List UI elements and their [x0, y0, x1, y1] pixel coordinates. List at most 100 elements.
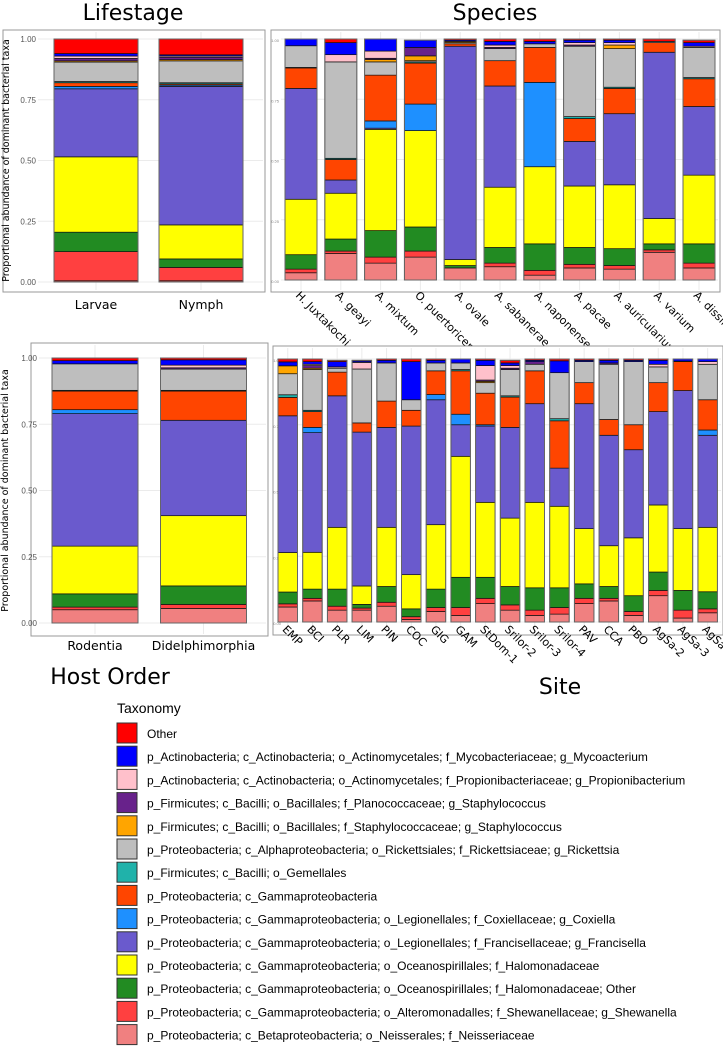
bar-segment [563, 247, 596, 265]
legend-item: Other [116, 722, 177, 744]
bar-segment [623, 615, 644, 623]
bar-segment [284, 198, 318, 256]
bar-segment [697, 361, 718, 365]
bar-outline [450, 358, 471, 623]
bar-segment [623, 449, 644, 539]
bar-segment [376, 586, 397, 603]
bar-segment [327, 371, 348, 397]
bar-segment [450, 358, 471, 364]
bar-segment [277, 415, 298, 553]
bar-segment [475, 597, 496, 604]
legend-swatch [116, 931, 138, 953]
bar-segment [302, 365, 323, 369]
bar-outline [563, 38, 597, 281]
bar-segment [574, 382, 595, 405]
legend-item: p_Proteobacteria; c_Alphaproteobacteria;… [116, 838, 620, 860]
bar-segment [160, 390, 247, 421]
y-tick-label: 0.75 [20, 96, 36, 105]
bar-segment [603, 48, 636, 88]
bar-segment [160, 419, 247, 517]
legend-swatch [116, 954, 138, 976]
legend-swatch [116, 838, 138, 860]
bar-segment [53, 156, 139, 233]
bar-segment [327, 361, 348, 368]
bar-segment [574, 603, 595, 623]
bar-segment [158, 224, 244, 260]
bar-segment [623, 611, 644, 616]
bar-segment [443, 265, 477, 269]
bar-segment [324, 42, 358, 56]
bar-segment [672, 609, 694, 619]
legend-label: p_Proteobacteria; c_Gammaproteobacteria [147, 889, 377, 903]
bar-segment [404, 130, 437, 228]
bar-stack-agsa-3 [672, 358, 694, 623]
bar-segment [404, 226, 437, 252]
bar-segment [450, 424, 471, 457]
bar-segment [443, 267, 477, 281]
bar-segment [642, 51, 676, 219]
bar-segment [425, 362, 447, 372]
bar-segment [443, 259, 477, 266]
panel-host-order: 0.00 0.25 0.50 0.75 1.00 Rodentia Didelphimorp… [0, 342, 269, 690]
bar-outline [524, 358, 545, 623]
bar-segment [425, 611, 447, 623]
bar-stack-srilor-2 [499, 359, 521, 623]
bar-outline [324, 38, 358, 281]
bar-segment [682, 174, 716, 245]
bar-segment [598, 363, 619, 420]
bar-segment [443, 45, 477, 260]
bar-segment [53, 82, 139, 87]
bar-segment [523, 270, 557, 276]
panel-title: Lifestage [83, 1, 184, 26]
bar-segment [483, 262, 517, 268]
bar-stack-a-geayi [324, 38, 358, 281]
bar-segment [523, 43, 557, 48]
x-tick-label: Nymph [179, 297, 224, 312]
bar-segment [277, 361, 298, 367]
bar-segment [53, 55, 139, 59]
bar-segment [364, 256, 397, 264]
bar-segment [524, 609, 545, 616]
legend-swatch [116, 792, 138, 814]
bar-segment [623, 424, 644, 451]
bar-segment [549, 372, 570, 420]
bar-outline [158, 38, 244, 283]
y-axis-title: Proportional abundance of dominant bacte… [1, 39, 12, 282]
legend-item: p_Proteobacteria; c_Gammaproteobacteria [116, 884, 377, 906]
panel-lifestage: 0.00 0.25 0.50 0.75 1.00 Larvae Nymph Proportio… [1, 1, 266, 312]
bar-segment [697, 612, 718, 623]
y-tick-label: 0.50 [21, 487, 37, 496]
bar-stack-pin [376, 358, 397, 623]
bar-segment [450, 615, 471, 623]
legend-swatch [116, 815, 138, 837]
legend-item: p_Proteobacteria; c_Gammaproteobacteria;… [116, 931, 646, 953]
bar-segment [376, 601, 397, 607]
bar-segment [563, 42, 596, 46]
bar-segment [351, 585, 372, 605]
bar-segment [648, 571, 669, 591]
bar-segment [450, 455, 471, 578]
bar-segment [160, 359, 247, 366]
bar-outline [401, 358, 422, 623]
bar-segment [524, 363, 545, 372]
bar-segment [574, 361, 595, 384]
bar-segment [475, 425, 496, 503]
bar-segment [404, 103, 437, 131]
bar-outline [682, 39, 716, 281]
bar-segment [324, 38, 358, 43]
bar-segment [549, 420, 570, 469]
bar-segment [401, 616, 422, 620]
bar-stack-a-dissimile [682, 39, 716, 281]
bar-segment [160, 585, 247, 605]
legend-label: p_Firmicutes; c_Bacilli; o_Bacillales; f… [147, 797, 546, 811]
bar-segment [623, 537, 644, 597]
bar-stack-a-auricularium [602, 38, 636, 281]
bar-segment [324, 192, 358, 240]
bar-outline [573, 358, 595, 623]
bar-segment [563, 263, 596, 269]
bar-segment [364, 74, 397, 122]
bar-segment [160, 515, 247, 587]
